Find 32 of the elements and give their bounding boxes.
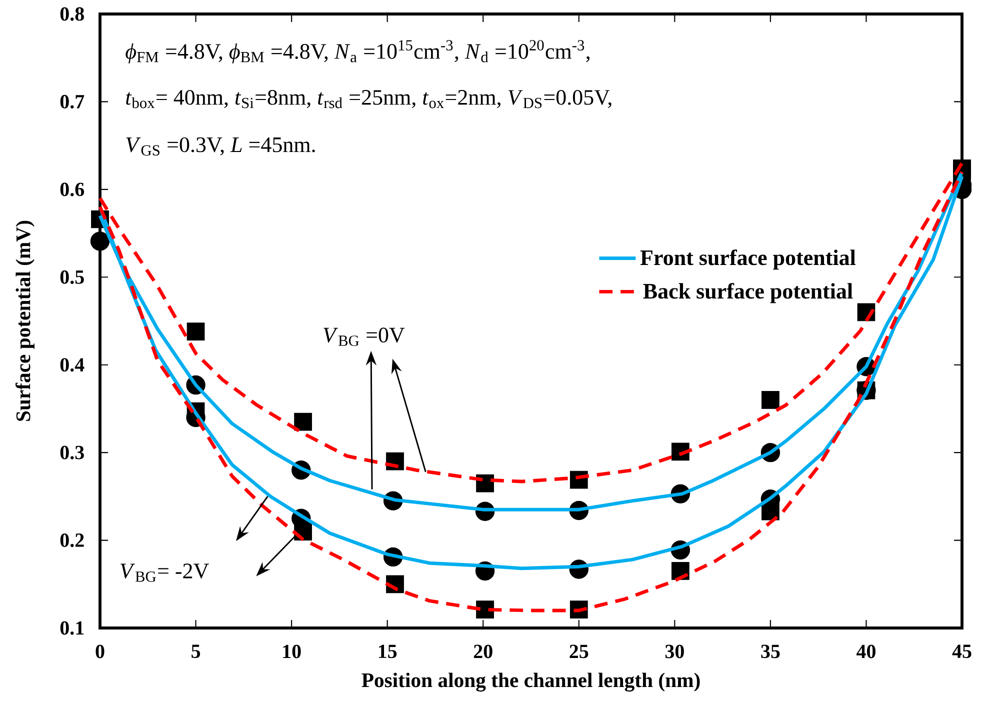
y-tick-label: 0.1 (60, 621, 84, 635)
annotation: V$_{BG}$= -2V (120, 564, 209, 582)
x-tick-label: 30 (665, 644, 684, 658)
y-tick-label: 0.3 (60, 446, 84, 460)
x-tick-label: 0 (96, 644, 104, 658)
point (762, 502, 780, 520)
x-tick-label: 20 (474, 644, 492, 658)
annotation: V$_{BG}$ =0V (324, 328, 405, 346)
y-tick-label: 0.2 (60, 533, 84, 548)
y-tick-label: 0.6 (60, 182, 84, 196)
x-tick-label: 15 (378, 644, 397, 658)
legend-label: Front surface potential (640, 249, 856, 270)
point (90, 232, 110, 251)
y-tick-label: 0.7 (60, 94, 84, 109)
x-axis-title: Position along the channel length (nm) (362, 672, 700, 692)
point (762, 391, 780, 409)
annotation: V$_{GS}$ =0.3V, L =45nm. (126, 137, 315, 156)
x-tick-label: 25 (570, 644, 588, 658)
text: t$_{box}$= 40nm, t$_{Si}$=8nm, t$_{rsd}$ =25nm, t$_{ox}$=2nm, V$_{DS}$=0.05V, (126, 90, 612, 108)
x-tick-label: 5 (192, 644, 200, 658)
x-tick-label: 35 (761, 644, 780, 658)
y-tick-label: 0.5 (60, 270, 84, 284)
y-tick-label: 0.8 (60, 7, 84, 21)
x-tick-label: 45 (952, 644, 972, 658)
legend-label: Back surface potential (643, 282, 853, 304)
y-axis-title: Surface potential (mV) (16, 220, 34, 421)
text: ϕ$_{FM}$ =4.8V, ϕ$_{BM}$ =4.8V, N$_{a}$ =10$^{15}$cm$^{-3}$, N$_{d}$ =10$^{20}$cm$^{-3}$, (126, 40, 590, 64)
x-tick-label: 40 (856, 644, 876, 658)
y-tick-label: 0.4 (60, 358, 84, 372)
x-tick-label: 10 (283, 644, 301, 658)
point (186, 322, 205, 340)
point (294, 412, 312, 431)
